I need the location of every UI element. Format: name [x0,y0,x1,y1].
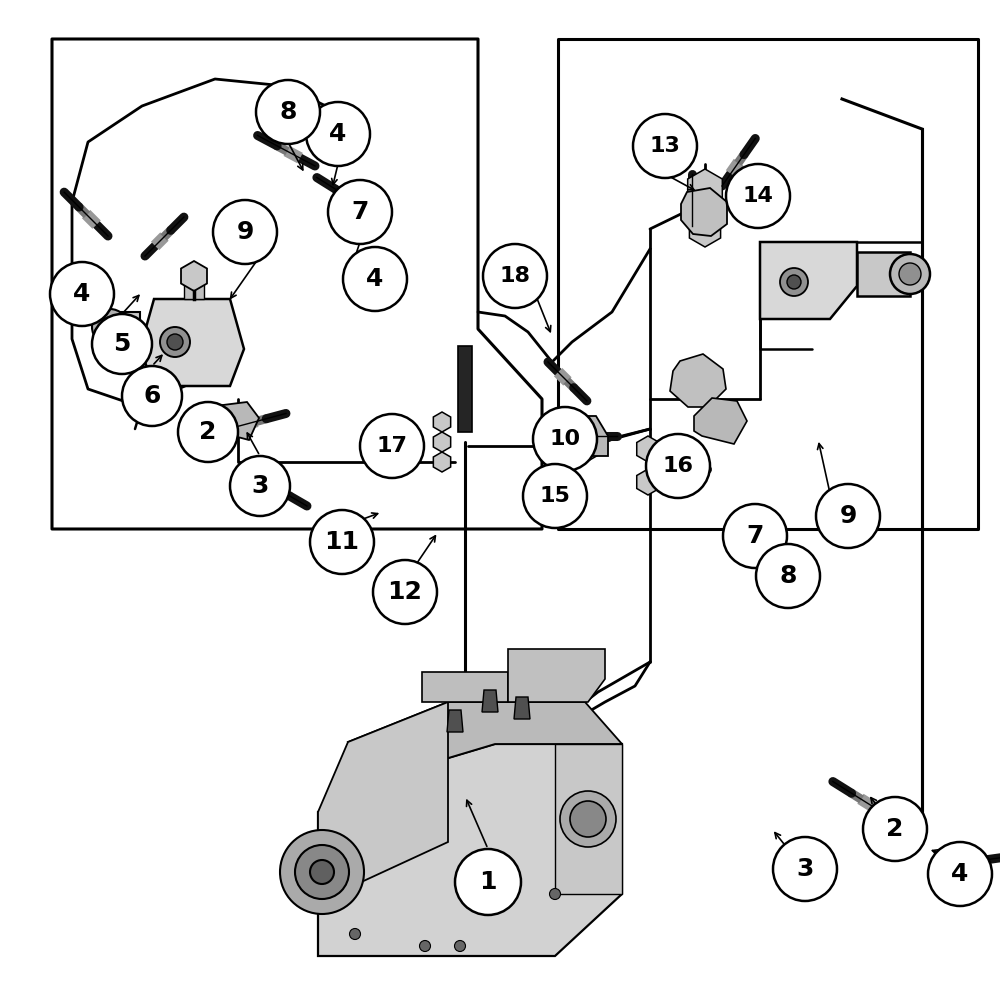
Polygon shape [422,672,508,702]
Polygon shape [555,744,622,894]
Circle shape [306,102,370,166]
Polygon shape [694,398,747,444]
Polygon shape [857,252,910,296]
Circle shape [213,200,277,264]
Polygon shape [760,242,857,319]
Circle shape [230,456,290,516]
Circle shape [122,366,182,426]
Circle shape [420,941,430,952]
Circle shape [533,407,597,471]
Text: 18: 18 [500,266,530,286]
Circle shape [646,434,710,498]
Circle shape [550,889,560,899]
Circle shape [928,842,992,906]
Circle shape [373,560,437,624]
Text: 8: 8 [779,564,797,588]
Circle shape [100,317,120,337]
Polygon shape [575,431,601,461]
Text: 17: 17 [376,436,408,456]
Polygon shape [205,402,259,440]
Text: 14: 14 [743,186,773,206]
Text: 6: 6 [143,384,161,408]
Polygon shape [670,354,726,407]
Circle shape [483,244,547,308]
Text: 3: 3 [796,857,814,881]
Polygon shape [433,452,451,472]
Circle shape [787,275,801,289]
Polygon shape [318,744,622,956]
Circle shape [160,327,190,357]
Circle shape [899,263,921,285]
Text: 1: 1 [479,870,497,894]
Text: 5: 5 [113,332,131,356]
Polygon shape [433,432,451,452]
Circle shape [310,860,334,884]
Polygon shape [568,416,608,456]
Circle shape [723,504,787,568]
Circle shape [582,824,594,834]
Text: 3: 3 [251,474,269,498]
Polygon shape [681,188,727,236]
Circle shape [726,164,790,228]
Circle shape [92,314,152,374]
Text: 4: 4 [329,122,347,146]
Circle shape [350,929,360,940]
Circle shape [890,254,930,294]
Circle shape [167,334,183,350]
Text: 16: 16 [662,456,694,476]
Text: 9: 9 [236,220,254,244]
Text: 13: 13 [650,136,680,156]
Circle shape [816,484,880,548]
Polygon shape [689,211,721,247]
Text: 4: 4 [951,862,969,886]
Text: 7: 7 [351,200,369,224]
Polygon shape [184,282,204,299]
Text: 11: 11 [324,530,360,554]
Text: 2: 2 [199,420,217,444]
Polygon shape [447,710,463,732]
Polygon shape [637,436,659,462]
Circle shape [178,402,238,462]
Polygon shape [348,702,622,779]
Circle shape [523,464,587,528]
Polygon shape [458,346,472,432]
Polygon shape [181,261,207,291]
Text: 7: 7 [746,524,764,548]
Circle shape [560,791,616,847]
Circle shape [280,830,364,914]
Text: 4: 4 [73,282,91,306]
Circle shape [360,414,424,478]
Polygon shape [318,702,448,902]
Polygon shape [508,649,605,702]
Polygon shape [140,299,244,386]
Text: 2: 2 [886,817,904,841]
Circle shape [863,797,927,861]
Circle shape [50,262,114,326]
Polygon shape [110,312,140,354]
Polygon shape [514,697,530,719]
Circle shape [570,801,606,837]
Circle shape [328,180,392,244]
Text: 10: 10 [549,429,581,449]
Polygon shape [688,169,722,209]
Circle shape [92,309,128,345]
Circle shape [256,80,320,144]
Polygon shape [482,690,498,712]
Text: 15: 15 [540,486,570,506]
Circle shape [633,114,697,178]
Text: 4: 4 [366,267,384,291]
Circle shape [773,837,837,901]
Circle shape [455,849,521,915]
Circle shape [756,544,820,608]
Text: 12: 12 [388,580,422,604]
Polygon shape [637,469,659,495]
Circle shape [454,941,466,952]
Polygon shape [433,412,451,432]
Circle shape [295,845,349,899]
Circle shape [343,247,407,311]
Text: 9: 9 [839,504,857,528]
Circle shape [780,268,808,296]
Circle shape [310,510,374,574]
Text: 8: 8 [279,100,297,124]
